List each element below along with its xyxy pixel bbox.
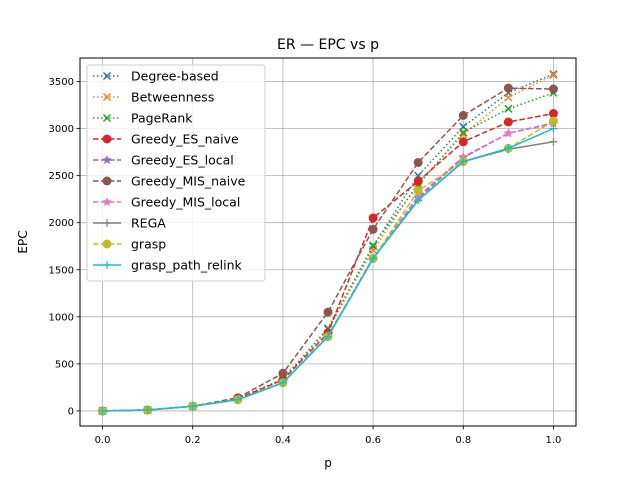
legend-label: grasp	[131, 237, 166, 252]
data-point	[368, 224, 378, 234]
data-point	[369, 241, 378, 250]
legend-marker	[102, 134, 112, 144]
data-point	[549, 124, 558, 133]
legend-label: Greedy_MIS_naive	[131, 174, 246, 189]
data-point	[548, 84, 558, 94]
legend-item: Greedy_MIS_naive	[93, 174, 246, 189]
legend-label: REGA	[131, 216, 166, 231]
legend-label: Greedy_ES_local	[131, 153, 234, 168]
data-point	[278, 368, 288, 378]
y-tick-label: 500	[55, 359, 74, 370]
data-point	[549, 137, 558, 146]
data-point	[233, 395, 242, 404]
legend-marker	[102, 92, 112, 102]
y-tick-label: 1000	[49, 312, 74, 323]
data-point	[278, 378, 287, 387]
legend-marker	[102, 176, 112, 186]
data-point	[413, 157, 423, 167]
data-point	[548, 109, 558, 119]
legend-marker	[102, 154, 112, 165]
x-tick-label: 0.2	[185, 435, 201, 446]
legend-label: Greedy_MIS_local	[131, 195, 240, 210]
data-point	[413, 186, 423, 196]
axes: 0.0 0.2 0.4 0.6 0.8 1.0 0 500 1000 1500 2000 2500 30…	[49, 77, 562, 446]
legend-item: REGA	[93, 216, 166, 231]
legend-marker	[102, 71, 112, 81]
data-point	[143, 406, 152, 414]
x-tick-label: 0.0	[95, 435, 111, 446]
legend-marker	[102, 239, 112, 249]
data-point	[413, 176, 423, 186]
data-point	[503, 117, 513, 127]
chart-title: ER — EPC vs p	[277, 37, 379, 53]
x-axis-label: p	[324, 456, 332, 470]
legend-item: Greedy_MIS_local	[93, 195, 240, 210]
x-tick-label: 1.0	[546, 435, 562, 446]
y-tick-label: 2000	[49, 218, 74, 229]
legend-item: PageRank	[93, 111, 193, 126]
series-layer	[97, 69, 559, 416]
x-tick-label: 0.8	[455, 435, 471, 446]
data-point	[369, 254, 378, 263]
data-point	[459, 130, 468, 139]
data-point	[188, 402, 197, 411]
data-point	[504, 93, 513, 102]
data-point	[458, 137, 468, 147]
legend-item: Betweenness	[93, 90, 214, 105]
legend-marker	[102, 196, 112, 207]
data-point	[414, 196, 423, 205]
legend-item: grasp_path_relink	[93, 258, 243, 273]
y-axis-label: EPC	[16, 230, 30, 253]
data-point	[504, 104, 513, 113]
data-point	[504, 144, 513, 153]
x-tick-label: 0.4	[275, 435, 291, 446]
data-point	[98, 406, 107, 415]
data-point	[324, 332, 332, 341]
data-point	[458, 110, 468, 120]
legend-marker	[103, 219, 111, 227]
grid	[80, 58, 576, 426]
y-tick-label: 1500	[49, 265, 74, 276]
series-grasp-path-relink	[98, 124, 558, 415]
legend-item: grasp	[93, 237, 166, 252]
legend-box	[86, 64, 266, 282]
data-point	[549, 70, 558, 79]
legend-item: Degree-based	[93, 69, 219, 84]
data-point	[323, 307, 333, 317]
legend-item: Greedy_ES_naive	[93, 132, 239, 147]
y-tick-label: 3000	[49, 124, 74, 135]
plot-frame	[79, 57, 577, 427]
y-tick-label: 3500	[49, 77, 74, 88]
data-point	[459, 128, 468, 137]
data-point	[368, 213, 378, 223]
y-tick-label: 2500	[49, 171, 74, 182]
legend-marker	[103, 261, 111, 269]
legend-item: Greedy_ES_local	[93, 153, 234, 168]
data-point	[503, 128, 514, 138]
data-point	[548, 116, 558, 126]
legend-label: grasp_path_relink	[131, 258, 243, 273]
x-tick-label: 0.6	[365, 435, 381, 446]
legend-label: Betweenness	[131, 90, 214, 105]
y-tick-label: 0	[68, 406, 74, 417]
legend: Degree-based Betweenness PageRank Greedy_ES…	[86, 64, 266, 282]
legend-label: Degree-based	[131, 69, 219, 84]
legend-label: PageRank	[131, 111, 193, 126]
data-point	[459, 157, 468, 166]
data-point	[503, 83, 513, 93]
legend-marker	[102, 113, 112, 123]
legend-label: Greedy_ES_naive	[131, 132, 239, 147]
